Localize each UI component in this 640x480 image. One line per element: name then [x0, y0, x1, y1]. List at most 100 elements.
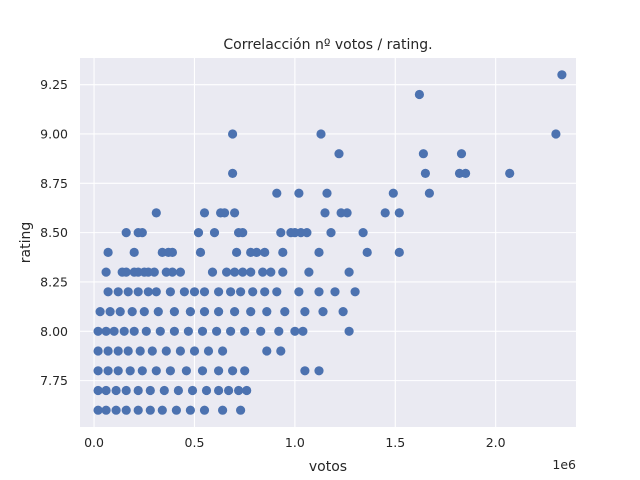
data-point	[236, 287, 246, 297]
data-point	[95, 307, 105, 317]
data-point	[129, 247, 139, 257]
data-point	[197, 326, 208, 336]
data-point	[228, 168, 238, 178]
data-point	[193, 228, 204, 238]
data-point	[252, 247, 262, 257]
plot-area	[80, 58, 576, 427]
data-point	[256, 326, 266, 336]
data-point	[143, 287, 153, 297]
data-point	[276, 228, 286, 238]
data-point	[199, 405, 210, 415]
data-point	[119, 326, 129, 336]
data-point	[115, 307, 125, 317]
data-point	[290, 326, 300, 336]
data-point	[93, 405, 103, 415]
data-point	[187, 385, 198, 396]
data-point	[113, 287, 123, 297]
data-point	[153, 307, 163, 317]
data-point	[314, 287, 324, 297]
data-point	[189, 346, 200, 356]
data-point	[101, 385, 111, 396]
data-point	[113, 366, 123, 376]
y-tick-label: 9.00	[40, 126, 68, 141]
data-point	[344, 267, 354, 277]
data-point	[236, 405, 246, 415]
data-point	[129, 326, 139, 336]
data-point	[240, 326, 250, 336]
data-point	[260, 247, 270, 257]
data-point	[151, 366, 161, 376]
x-tick-label: 0.5	[185, 435, 205, 450]
data-point	[103, 346, 113, 356]
data-point	[222, 267, 232, 277]
data-point	[276, 346, 286, 356]
data-point	[199, 208, 210, 218]
data-point	[103, 287, 113, 297]
data-point	[262, 307, 272, 317]
data-point	[456, 149, 467, 159]
data-point	[101, 405, 111, 415]
chart-title: Correlacción nº votos / rating.	[223, 37, 432, 53]
data-point	[414, 89, 424, 100]
data-point	[137, 366, 147, 376]
data-point	[300, 366, 310, 376]
data-point	[185, 405, 195, 415]
y-tick-label: 8.50	[40, 225, 68, 240]
data-point	[139, 307, 149, 317]
data-point	[294, 287, 304, 297]
data-point	[248, 287, 258, 297]
data-point	[314, 247, 324, 257]
x-axis-label: votos	[309, 459, 347, 475]
data-point	[230, 267, 240, 277]
data-point	[214, 366, 224, 376]
x-axis-offset-text: 1e6	[552, 457, 576, 472]
data-point	[557, 70, 567, 80]
data-point	[234, 385, 244, 396]
data-point	[209, 228, 220, 238]
data-point	[167, 267, 177, 277]
data-point	[123, 346, 133, 356]
data-point	[165, 366, 175, 376]
data-point	[93, 346, 103, 356]
data-point	[394, 208, 404, 218]
data-point	[214, 385, 224, 396]
data-point	[125, 366, 135, 376]
data-point	[294, 188, 304, 198]
data-point	[137, 228, 147, 238]
data-point	[278, 267, 288, 277]
data-point	[171, 405, 181, 415]
data-point	[314, 366, 324, 376]
data-point	[278, 247, 288, 257]
data-point	[358, 228, 368, 238]
data-point	[212, 326, 222, 336]
data-point	[185, 307, 195, 317]
data-point	[232, 247, 242, 257]
data-point	[151, 287, 161, 297]
data-point	[238, 267, 248, 277]
data-point	[183, 326, 193, 336]
data-point	[300, 307, 310, 317]
data-point	[169, 307, 179, 317]
data-point	[298, 326, 308, 336]
data-point	[274, 326, 284, 336]
data-point	[551, 129, 561, 139]
data-point	[127, 307, 137, 317]
data-point	[113, 346, 123, 356]
data-point	[133, 385, 143, 396]
data-point	[121, 385, 131, 396]
data-point	[344, 326, 354, 336]
data-point	[330, 287, 340, 297]
data-point	[133, 287, 143, 297]
data-point	[105, 307, 115, 317]
x-tick-label: 1.5	[385, 435, 405, 450]
data-point	[350, 287, 360, 297]
data-point	[135, 346, 145, 356]
data-point	[121, 228, 131, 238]
y-tick-label: 8.75	[40, 176, 68, 191]
data-point	[326, 228, 336, 238]
data-point	[218, 405, 228, 415]
data-point	[165, 287, 175, 297]
data-point	[175, 267, 185, 277]
data-point	[420, 168, 430, 178]
data-point	[93, 326, 103, 336]
